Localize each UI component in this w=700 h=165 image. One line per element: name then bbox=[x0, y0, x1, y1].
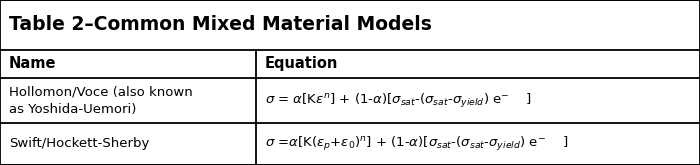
Text: Hollomon/Voce (also known
as Yoshida-Uemori): Hollomon/Voce (also known as Yoshida-Uem… bbox=[9, 85, 192, 116]
Text: Name: Name bbox=[9, 56, 57, 71]
Text: $\sigma$ =$\alpha$[K($\varepsilon_{p}$+$\varepsilon_{0}$)$^{n}$] + (1-$\alpha$)[: $\sigma$ =$\alpha$[K($\varepsilon_{p}$+$… bbox=[265, 135, 568, 153]
Text: Table 2–Common Mixed Material Models: Table 2–Common Mixed Material Models bbox=[9, 15, 432, 34]
Text: $\sigma$ = $\alpha$[K$\varepsilon^{n}$] + (1-$\alpha$)[$\sigma_{sat}$-($\sigma_{: $\sigma$ = $\alpha$[K$\varepsilon^{n}$] … bbox=[265, 92, 531, 110]
Text: Equation: Equation bbox=[265, 56, 338, 71]
Text: Swift/Hockett-Sherby: Swift/Hockett-Sherby bbox=[9, 137, 150, 150]
